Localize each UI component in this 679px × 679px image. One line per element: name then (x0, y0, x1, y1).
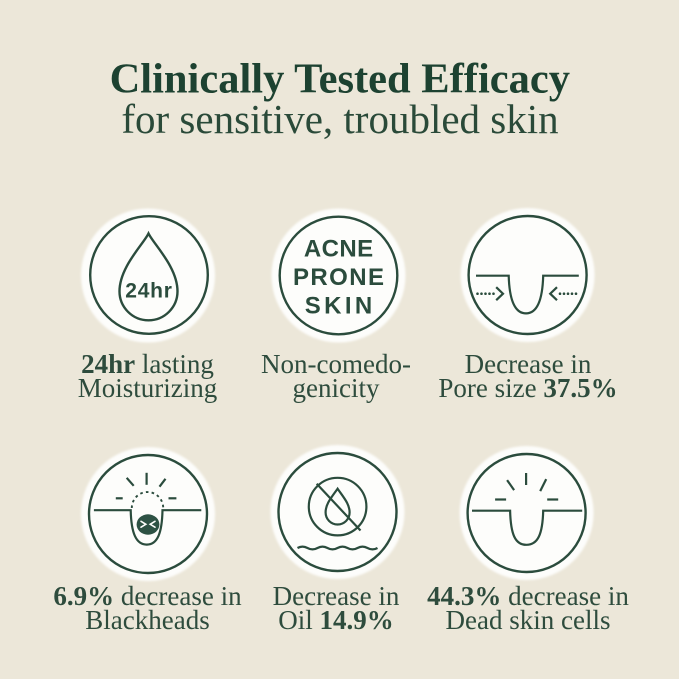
svg-text:Pore size 37.5%: Pore size 37.5% (438, 373, 617, 403)
svg-text:44.3% decrease in: 44.3% decrease in (427, 581, 629, 611)
svg-text:for sensitive, troubled skin: for sensitive, troubled skin (121, 96, 558, 142)
svg-text:6.9% decrease in: 6.9% decrease in (53, 581, 242, 611)
svg-text:Moisturizing: Moisturizing (78, 373, 218, 403)
svg-text:Oil 14.9%: Oil 14.9% (278, 605, 394, 635)
svg-text:Non-comedo-: Non-comedo- (261, 349, 411, 379)
svg-text:24hr lasting: 24hr lasting (81, 349, 214, 379)
svg-text:Decrease in: Decrease in (465, 349, 592, 379)
svg-text:Decrease in: Decrease in (273, 581, 400, 611)
svg-text:Clinically Tested Efficacy: Clinically Tested Efficacy (110, 56, 570, 103)
svg-text:PRONE: PRONE (293, 264, 385, 291)
svg-text:SKIN: SKIN (305, 292, 376, 319)
svg-text:genicity: genicity (293, 373, 380, 403)
svg-text:ACNE: ACNE (304, 236, 374, 263)
svg-text:Dead skin cells: Dead skin cells (446, 605, 611, 635)
svg-text:24hr: 24hr (125, 280, 173, 303)
svg-text:Blackheads: Blackheads (85, 605, 209, 635)
